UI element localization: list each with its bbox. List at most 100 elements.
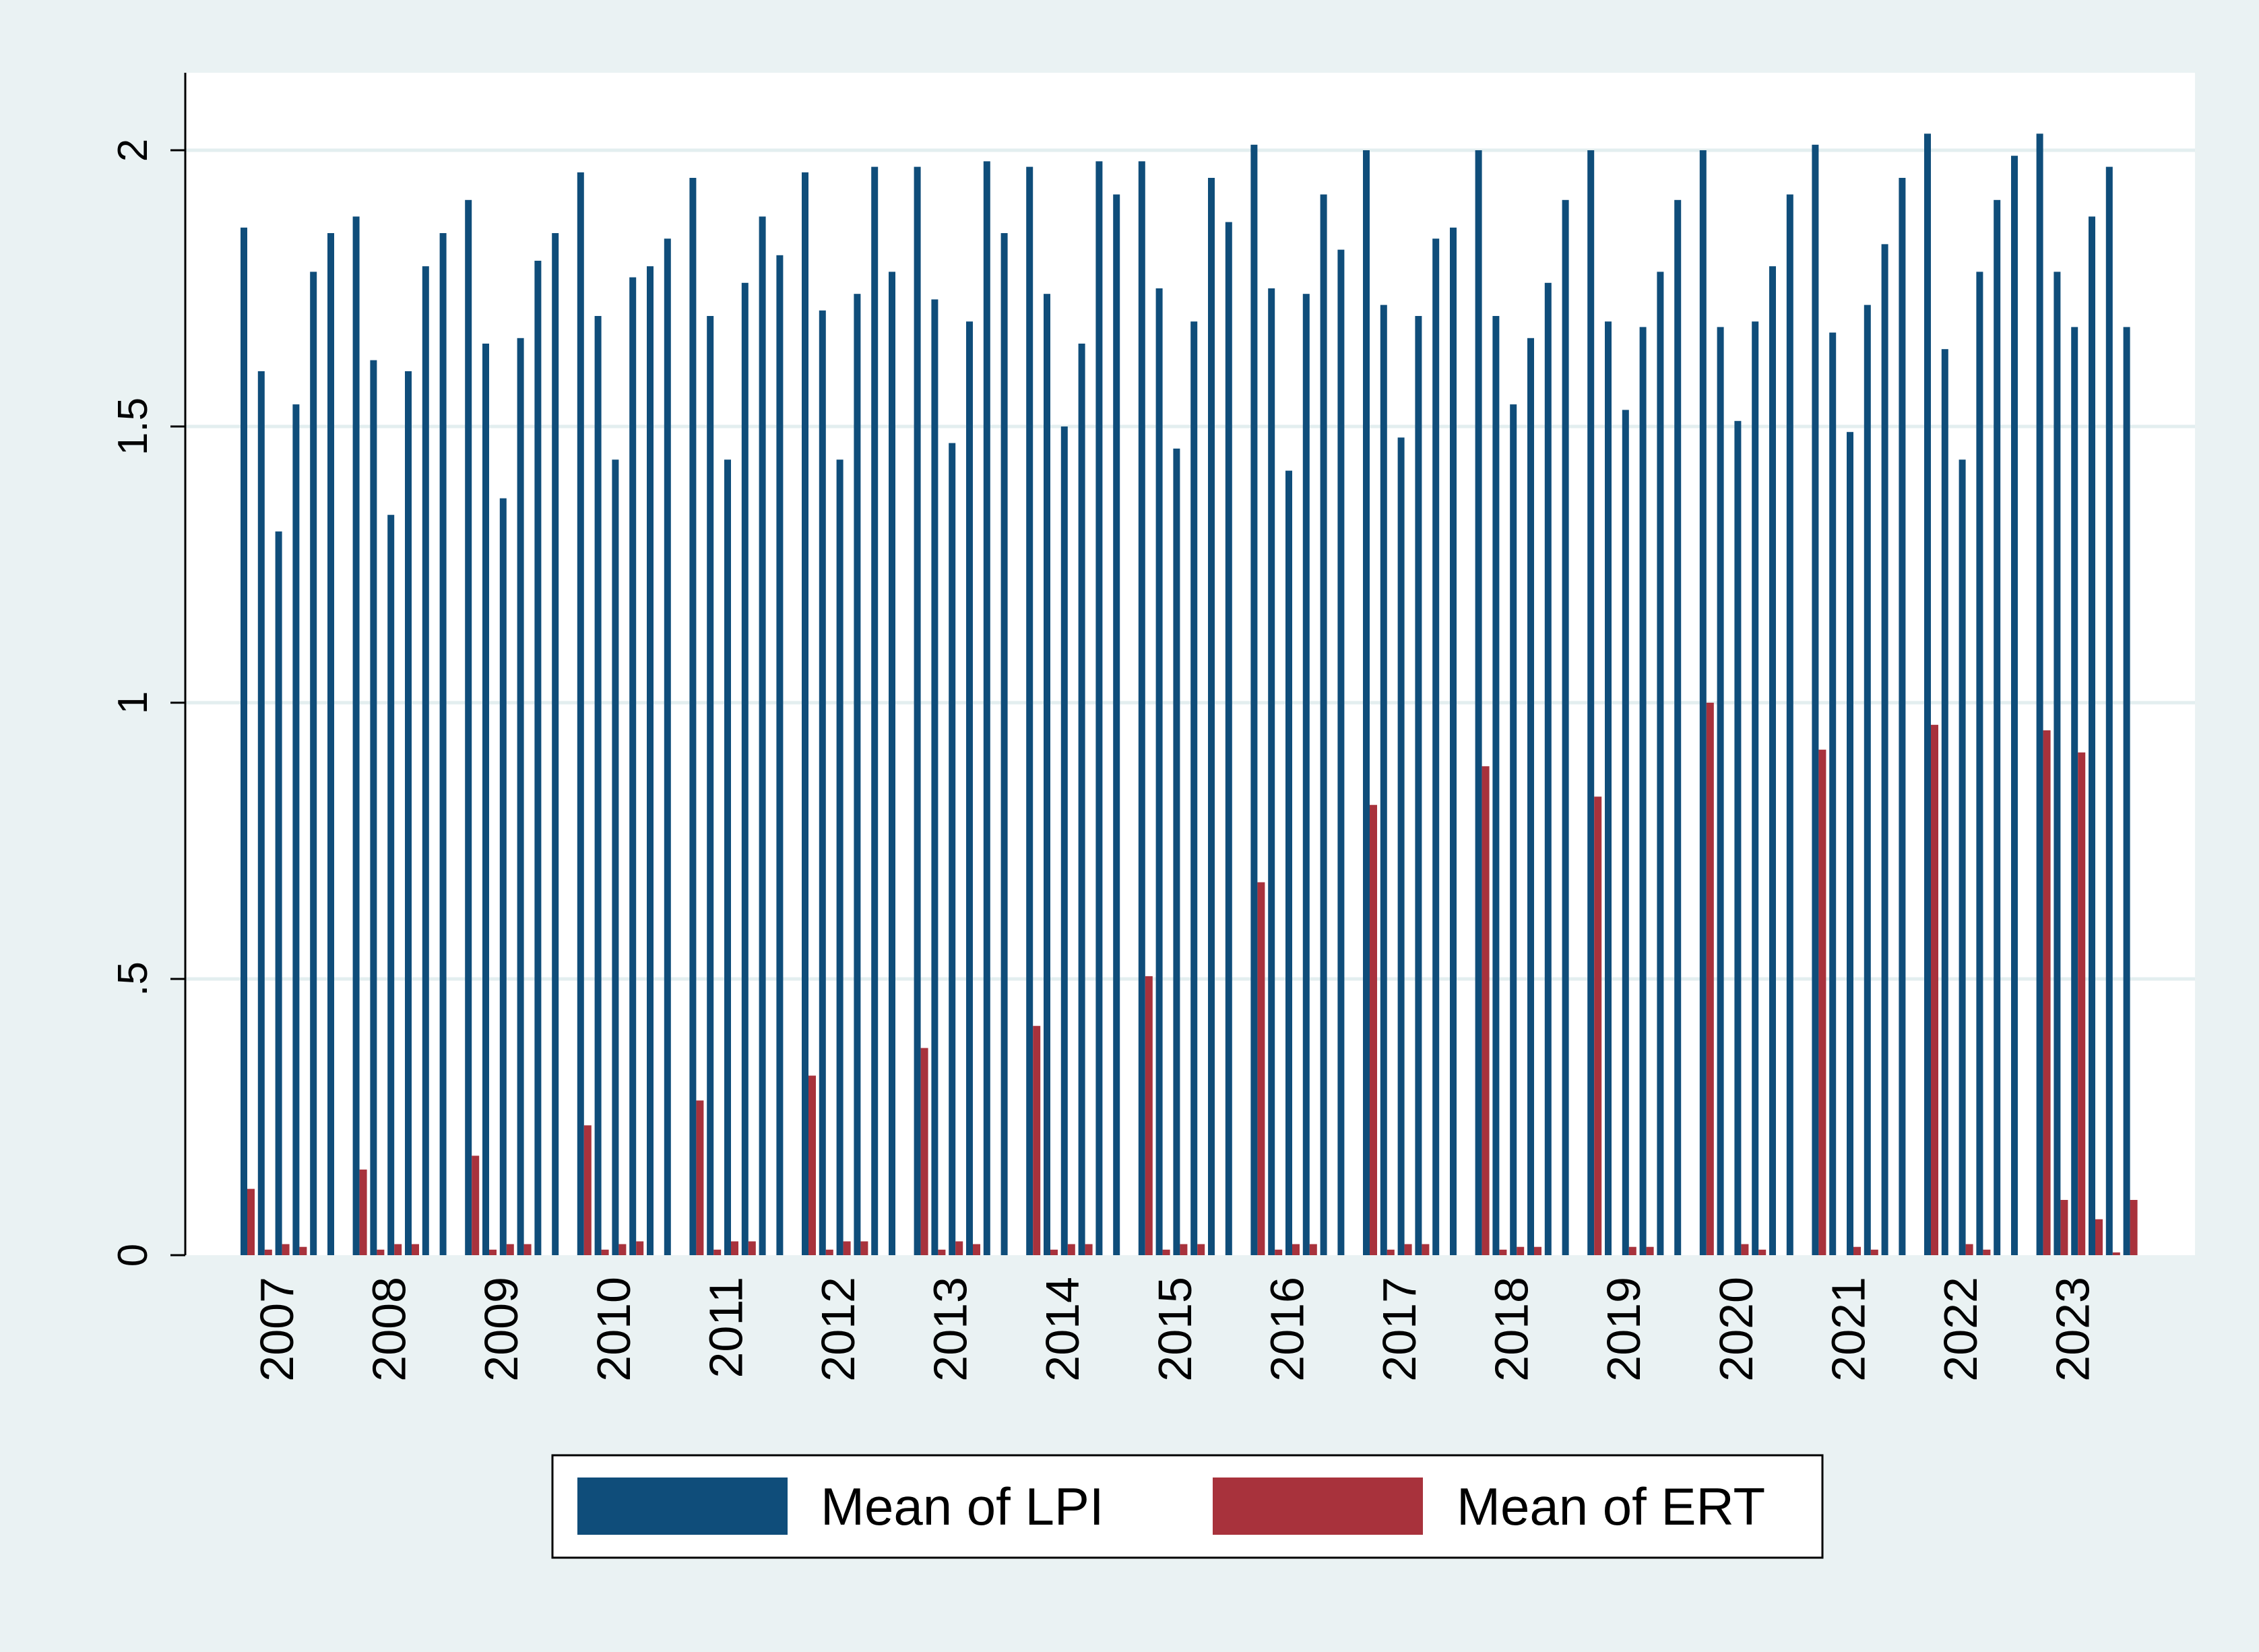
bar-lpi [1285,470,1292,1255]
bar-lpi [1060,426,1068,1255]
bar-lpi [1562,199,1569,1255]
bar-lpi [1769,266,1776,1256]
bar-ert [1758,1249,1767,1255]
bar-lpi [2089,216,2095,1255]
bar-lpi [871,166,879,1256]
bar-lpi [1812,144,1819,1255]
bar-lpi [1587,150,1595,1255]
bar-ert [696,1100,704,1255]
bar-lpi [387,515,395,1256]
x-tick-label: 2008 [363,1277,416,1382]
bar-lpi [275,531,282,1255]
bar-lpi [1302,294,1310,1256]
bar-lpi [647,266,654,1256]
bar-lpi [1380,305,1387,1256]
y-tick-label: 2 [110,139,156,162]
bar-ert [1646,1246,1654,1255]
x-tick-label: 2014 [1036,1277,1089,1382]
bar-lpi [759,216,766,1255]
bar-ert [713,1249,722,1255]
bar-lpi [629,277,637,1256]
x-tick-label: 2012 [812,1277,864,1382]
bar-ert [247,1188,255,1255]
bar-lpi [1605,321,1612,1256]
bar-ert [1275,1249,1283,1255]
bar-ert [1387,1249,1395,1255]
bar-lpi [257,371,265,1255]
x-tick-label: 2023 [2047,1277,2099,1382]
x-tick-label: 2010 [587,1277,640,1382]
bar-lpi [1847,432,1853,1256]
bar-ert [264,1249,272,1255]
bar-lpi [1337,249,1345,1256]
bar-lpi [310,272,317,1255]
x-tick-label: 2019 [1597,1277,1650,1382]
y-tick-label: 1 [110,691,156,714]
bar-lpi [854,294,861,1256]
bar-lpi [1138,161,1145,1255]
bar-ert [2130,1200,2138,1255]
bar-ert [1145,976,1153,1255]
bar-lpi [1657,272,1664,1255]
bar-lpi [1320,194,1327,1256]
bar-lpi [1475,150,1482,1255]
bar-lpi [1492,316,1500,1255]
bar-lpi [577,172,584,1255]
bar-ert [1067,1244,1075,1255]
bar-ert [1870,1249,1878,1255]
legend-label-lpi: Mean of LPI [821,1477,1104,1536]
bar-lpi [664,239,671,1256]
y-axis-ticks: 0 .5 1 1.5 2 [110,139,185,1267]
bar-lpi [482,344,489,1255]
bar-lpi [983,161,990,1255]
bar-ert [1162,1249,1170,1255]
legend-swatch-lpi [577,1478,788,1535]
bar-ert [2112,1252,2120,1255]
bar-ert [748,1241,756,1255]
bar-lpi [594,316,602,1255]
bar-lpi [2105,166,2113,1256]
x-tick-label: 2021 [1822,1277,1874,1382]
bar-lpi [292,404,300,1256]
bar-lpi [1078,344,1085,1255]
bar-lpi [1639,327,1647,1255]
bar-ert [1422,1244,1430,1255]
bar-lpi [819,310,826,1255]
bar-ert [506,1244,514,1255]
bar-lpi [1363,150,1370,1255]
x-tick-label: 2022 [1934,1277,1987,1382]
x-tick-label: 2009 [475,1277,528,1382]
bar-ert [2043,730,2051,1255]
bar-ert [523,1244,532,1255]
y-tick-label: 0 [110,1244,156,1267]
bar-ert [377,1249,385,1255]
bar-ert [1853,1246,1861,1255]
bar-ert [1965,1244,1973,1255]
bar-lpi [1699,150,1707,1255]
bar-lpi [2054,272,2061,1255]
bar-lpi [707,316,714,1255]
bars [241,133,2138,1256]
bar-ert [1534,1246,1541,1255]
bar-lpi [1173,448,1180,1255]
bar-ert [1482,766,1490,1255]
bar-lpi [422,266,429,1256]
bar-lpi [241,227,247,1255]
bar-ert [299,1246,307,1255]
bar-ert [618,1244,627,1255]
bar-ert [2095,1219,2103,1255]
bar-ert [1818,749,1826,1255]
bar-ert [2078,752,2086,1255]
bar-ert [601,1249,609,1255]
bar-lpi [966,321,973,1256]
bar-ert [808,1075,816,1255]
bar-lpi [914,166,921,1256]
bar-ert [359,1169,367,1255]
bar-ert [731,1241,738,1255]
bar-lpi [465,199,472,1255]
bar-ert [1033,1025,1041,1255]
bar-ert [825,1249,833,1255]
bar-ert [1931,724,1938,1255]
bar-ert [1309,1244,1317,1255]
bar-lpi [1674,199,1682,1255]
